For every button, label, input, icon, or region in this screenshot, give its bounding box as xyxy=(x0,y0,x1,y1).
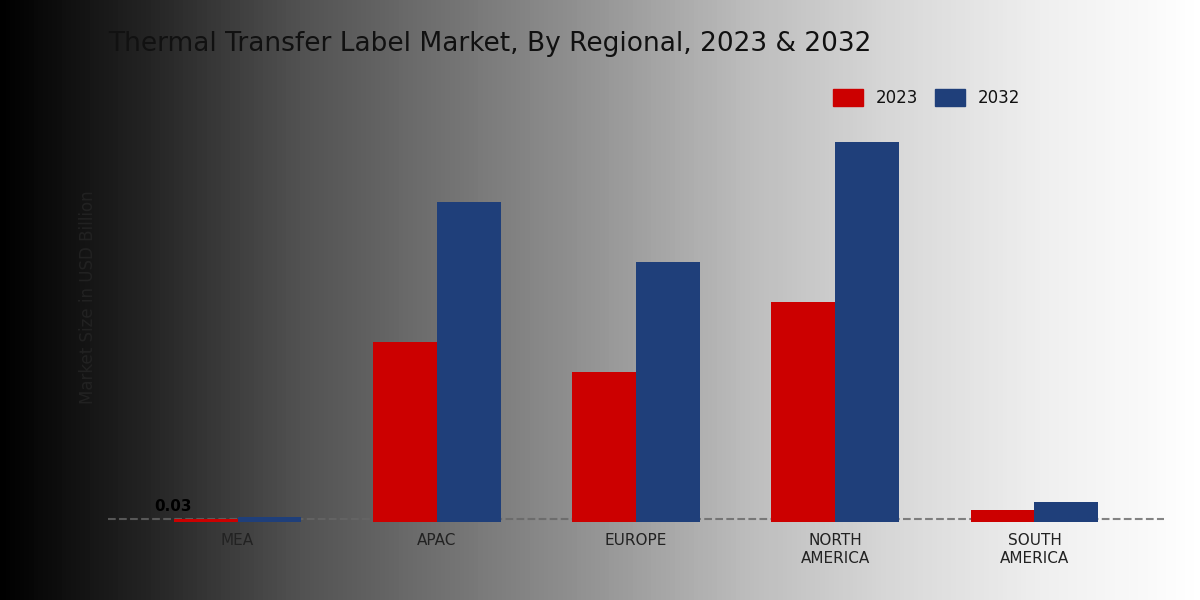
Bar xyxy=(174,519,238,522)
Y-axis label: Market Size in USD Billion: Market Size in USD Billion xyxy=(79,190,97,404)
Bar xyxy=(437,202,500,522)
Bar xyxy=(636,262,700,522)
Text: 0.03: 0.03 xyxy=(155,499,192,514)
Legend: 2023, 2032: 2023, 2032 xyxy=(824,80,1028,115)
Bar xyxy=(238,517,301,522)
Bar xyxy=(772,302,835,522)
Text: Thermal Transfer Label Market, By Regional, 2023 & 2032: Thermal Transfer Label Market, By Region… xyxy=(108,31,871,57)
Bar xyxy=(971,510,1034,522)
Bar xyxy=(373,342,437,522)
Bar xyxy=(572,372,636,522)
Bar xyxy=(835,142,899,522)
Bar xyxy=(1034,502,1098,522)
